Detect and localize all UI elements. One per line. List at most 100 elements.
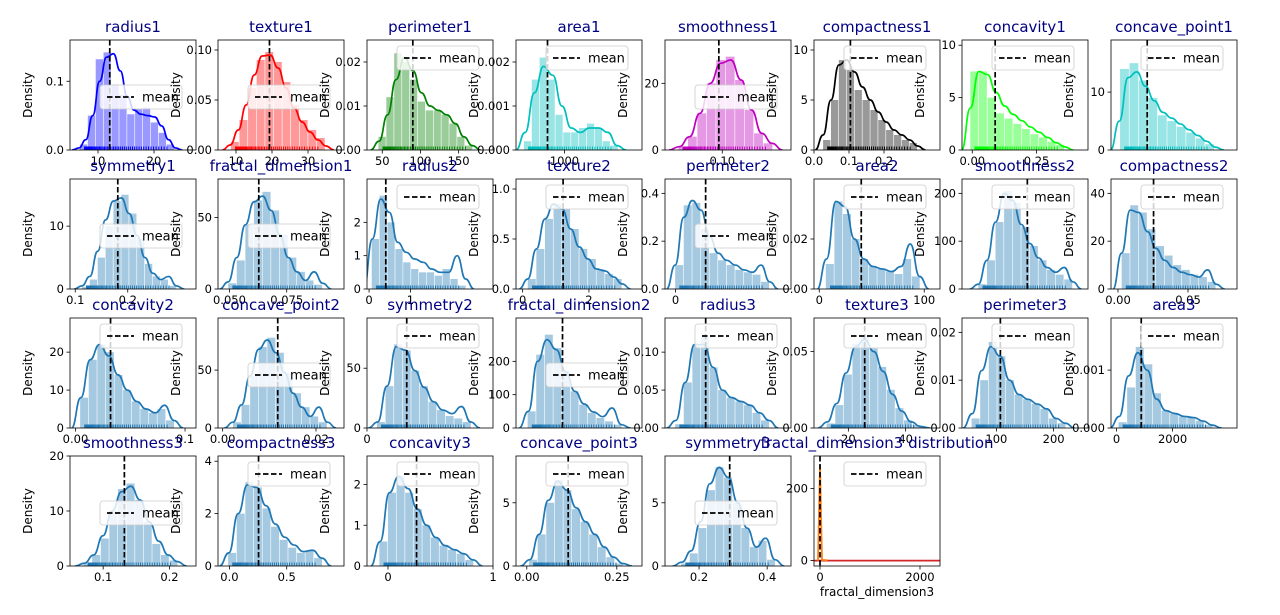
histogram-bar [245, 224, 254, 289]
histogram-bar [579, 404, 588, 428]
legend: mean [694, 500, 778, 526]
histogram-bar [912, 424, 921, 428]
legend: mean [843, 45, 927, 71]
histogram-bar [978, 284, 987, 289]
y-tick-label: 0.0 [492, 282, 510, 296]
histogram-bar [1152, 393, 1161, 428]
histogram-bar [697, 113, 707, 150]
kde-curve [672, 466, 785, 566]
subplot-title: texture2 [547, 157, 611, 175]
y-tick-label: 0 [652, 143, 659, 157]
plot-area [516, 40, 627, 150]
histogram-bar [396, 476, 405, 566]
subplot-title: concavity2 [92, 296, 174, 314]
legend: mean [843, 323, 927, 349]
histogram-bar [454, 418, 463, 428]
histogram-bar [830, 100, 839, 150]
y-tick-label: 0.00 [782, 421, 808, 435]
y-tick-label: 20 [49, 449, 64, 463]
axes-frame [813, 39, 941, 151]
y-axis-label: Density [21, 350, 35, 396]
y-tick-label: 0 [354, 421, 361, 435]
x-tick-label: 0 [365, 293, 372, 307]
x-tick-label: 30 [301, 154, 316, 168]
histogram-bar [537, 534, 546, 566]
axes-frame [366, 455, 494, 567]
y-tick-label: 4 [205, 454, 212, 468]
y-tick-label: 2 [354, 215, 361, 229]
legend-box [396, 184, 480, 210]
plot-area [1111, 318, 1222, 428]
legend-box [99, 84, 183, 110]
y-axis-label: Density [169, 488, 183, 534]
histogram-bar [1021, 129, 1030, 150]
histogram-bar [1204, 425, 1213, 428]
histogram-bar [687, 136, 697, 150]
subplot: 0.2 0.4 0 5 Density symmetry3 mean [616, 434, 792, 584]
plot-area [370, 456, 483, 566]
plot-area [370, 40, 481, 150]
x-tick-label: 0.0 [220, 570, 238, 584]
x-tick-label: 0.00 [210, 432, 236, 446]
histogram-bar [1147, 229, 1156, 289]
x-tick-label: 0.2 [690, 570, 708, 584]
histogram-bar [437, 410, 446, 428]
y-tick-label: 0.05 [633, 383, 659, 397]
y-tick-label: 0.1 [46, 74, 64, 88]
y-tick-label: 10 [49, 383, 64, 397]
legend: mean [247, 84, 331, 110]
histogram-bar [596, 269, 605, 289]
y-axis-label: Density [913, 350, 927, 396]
histogram-bar [895, 408, 904, 428]
histogram-bar [1004, 190, 1013, 289]
legend-label: mean [737, 330, 774, 345]
histogram-bar [228, 283, 237, 289]
histogram-bar [1195, 138, 1205, 150]
legend-label: mean [1034, 191, 1071, 206]
y-tick-label: 0 [1098, 282, 1105, 296]
x-tick-label: 2000 [1158, 432, 1187, 446]
histogram-bar [411, 269, 419, 289]
histogram-bar [387, 492, 396, 566]
subplot-title: symmetry1 [90, 157, 176, 175]
y-tick-label: 0 [205, 282, 212, 296]
y-axis-label: Density [616, 488, 630, 534]
histogram-bar [166, 144, 174, 150]
subplot: 0.1 0.2 0 10 Density symmetry1 mean [21, 157, 197, 307]
histogram-bar [1014, 394, 1023, 428]
histogram-bar [997, 356, 1006, 428]
legend-box [843, 461, 927, 487]
histogram-bar [296, 271, 305, 289]
subplot: 0.0 0.1 0.2 0 5 10 Density compactness1 mean [765, 18, 941, 168]
legend-label: mean [737, 507, 774, 522]
histogram-bar [465, 559, 474, 566]
plot-area [518, 179, 631, 289]
x-tick-label: 0.25 [1024, 154, 1050, 168]
histogram-bar [419, 386, 428, 428]
histogram-bar [462, 422, 471, 428]
legend-label: mean [142, 230, 179, 245]
y-tick-label: 0 [57, 282, 64, 296]
x-tick-label: 150 [448, 154, 470, 168]
histogram-bar [986, 260, 995, 289]
histogram-bar [129, 213, 137, 289]
y-tick-label: 0.05 [186, 93, 212, 107]
histogram-bar [430, 537, 439, 566]
axes-frame [961, 178, 1089, 290]
legend-label: mean [290, 230, 327, 245]
kde-curve [370, 475, 483, 566]
legend-box [1140, 323, 1224, 349]
histogram-bar [1023, 399, 1032, 428]
histogram-bar [996, 113, 1005, 150]
legend-box [247, 362, 331, 388]
legend-label: mean [439, 330, 476, 345]
histogram-bar [860, 259, 869, 289]
histogram-bar [288, 257, 297, 289]
legend-box [991, 45, 1075, 71]
histogram-bar [271, 210, 280, 289]
subplot-title: compactness1 [823, 18, 932, 36]
histogram-bar [726, 265, 735, 289]
y-axis-label: Density [169, 211, 183, 257]
axes-frame [813, 455, 941, 567]
